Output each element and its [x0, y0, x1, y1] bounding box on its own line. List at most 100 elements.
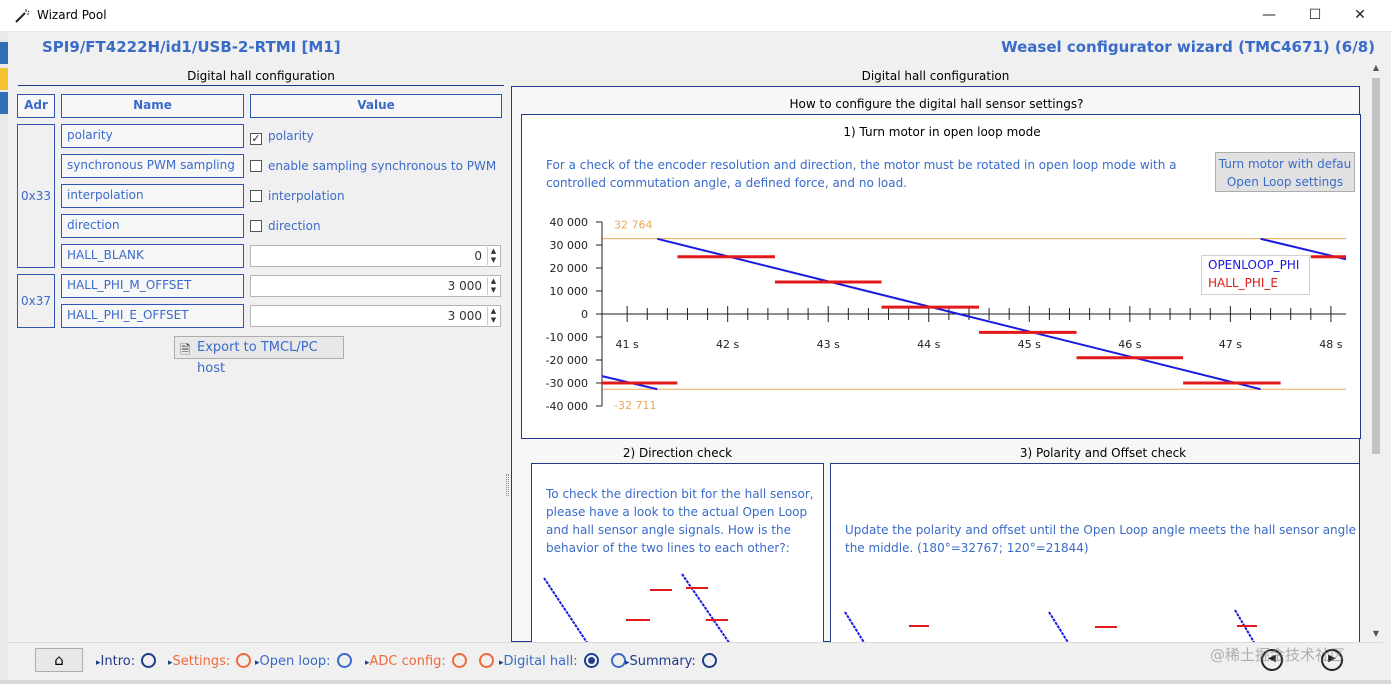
step2-title: 2) Direction check — [622, 446, 733, 460]
step-radio[interactable] — [336, 653, 352, 668]
hall-blank-spinbox[interactable]: 0 ▲ ▼ — [250, 245, 501, 267]
step-arrow-icon: ▸ — [255, 658, 260, 668]
step-radio[interactable] — [478, 653, 494, 668]
scroll-down-icon[interactable]: ▼ — [1372, 629, 1380, 638]
step3-text: Update the polarity and offset until the… — [845, 523, 1356, 555]
preview-openloop-line — [844, 611, 866, 645]
polarity-preview-plot — [844, 609, 1257, 645]
splitter-handle[interactable] — [506, 474, 509, 496]
param-name-hall-phi-m-offset: HALL_PHI_M_OFFSET — [61, 274, 244, 298]
openloop-phi-segment — [657, 237, 1261, 391]
step-arrow-icon: ▸ — [625, 658, 630, 668]
home-button[interactable]: ⌂ — [35, 648, 83, 672]
legend-openloop-phi: OPENLOOP_PHI — [1208, 258, 1300, 272]
wizard-step[interactable]: ▸Digital hall: — [499, 653, 626, 671]
preview-openloop-line — [1048, 611, 1070, 645]
y-tick-label: 0 — [581, 308, 588, 321]
wizard-footer: ⌂ ▸Intro: ▸Settings: ▸Open loop: ▸ADC confi… — [8, 642, 1383, 680]
step-radio[interactable] — [141, 653, 157, 668]
watermark: @稀土掘金技术社区 — [1210, 646, 1346, 664]
param-name-interpolation: interpolation — [61, 184, 244, 208]
help-subtitle: How to configure the digital hall sensor… — [789, 97, 1084, 111]
step2-text: To check the direction bit for the hall … — [546, 487, 814, 555]
direction-checkbox[interactable]: direction — [250, 216, 321, 236]
spinbox-value: 0 — [474, 249, 482, 263]
wizard-step[interactable]: ▸Summary: — [625, 653, 717, 671]
export-icon: 🗎 — [180, 343, 191, 358]
preview-openloop-line — [543, 577, 589, 645]
x-tick-label: 41 s — [616, 338, 639, 351]
wizard-step-label: Intro: — [100, 654, 136, 669]
step-radio[interactable] — [701, 653, 717, 668]
step3-title: 3) Polarity and Offset check — [1019, 446, 1187, 460]
wizard-step-title: Weasel configurator wizard (TMC4671) (6/… — [1001, 38, 1375, 56]
spin-arrows-icon[interactable]: ▲ ▼ — [487, 277, 499, 295]
wizard-step[interactable]: ▸ADC config: — [365, 653, 494, 671]
previous-step-button[interactable]: ◀ — [1261, 649, 1283, 671]
step-arrow-icon: ▸ — [168, 658, 173, 668]
wizard-step-label: Summary: — [629, 654, 696, 669]
column-header-name: Name — [61, 94, 244, 118]
minimize-button[interactable]: — — [1262, 7, 1276, 23]
sync-pwm-checkbox[interactable]: enable sampling synchronous to PWM — [250, 156, 496, 176]
chart-legend: OPENLOOP_PHI HALL_PHI_E — [1201, 255, 1310, 295]
window-title: Wizard Pool — [37, 8, 107, 22]
preview-openloop-line — [681, 573, 731, 645]
background-window-edge — [0, 680, 1391, 684]
x-tick-label: 43 s — [817, 338, 840, 351]
step-radio[interactable] — [451, 653, 467, 668]
param-name-hall-blank: HALL_BLANK — [61, 244, 244, 268]
y-tick-label: 20 000 — [550, 262, 589, 275]
checkbox-unchecked-icon — [250, 160, 262, 172]
step-radio[interactable] — [610, 653, 626, 668]
export-button-label: Export to TMCL/PC host — [197, 340, 318, 376]
y-tick-label: -20 000 — [546, 354, 588, 367]
openloop-hall-chart: 32 764 -32 711 40 000 30 000 20 000 10 000 0 -1… — [546, 216, 1347, 413]
x-tick-label: 42 s — [716, 338, 739, 351]
polarity-checkbox[interactable]: ✓ polarity — [250, 126, 314, 146]
background-app-strip — [0, 32, 8, 684]
hall-phi-m-offset-spinbox[interactable]: 3 000 ▲ ▼ — [250, 275, 501, 297]
x-tick-label: 45 s — [1018, 338, 1041, 351]
maximize-button[interactable]: ☐ — [1308, 7, 1322, 23]
vertical-scrollbar[interactable]: ▲ ▼ — [1369, 60, 1383, 642]
turn-motor-button-line2: Open Loop settings — [1226, 175, 1344, 189]
step-arrow-icon: ▸ — [96, 658, 101, 668]
turn-motor-button[interactable]: Turn motor with defau Open Loop settings — [1215, 152, 1355, 192]
hall-phi-e-offset-spinbox[interactable]: 3 000 ▲ ▼ — [250, 305, 501, 327]
next-icon: ▶ — [1328, 653, 1336, 664]
address-cell: 0x33 — [17, 124, 55, 268]
checkbox-checked-icon: ✓ — [250, 132, 262, 145]
step-radio[interactable] — [236, 653, 252, 668]
wizard-step[interactable]: ▸Open loop: — [255, 653, 352, 671]
spin-arrows-icon[interactable]: ▲ ▼ — [487, 247, 499, 265]
scroll-up-icon[interactable]: ▲ — [1372, 63, 1380, 72]
device-label: SPI9/FT4222H/id1/USB-2-RTMI [M1] — [42, 38, 341, 56]
export-to-tmcl-button[interactable]: 🗎 Export to TMCL/PC host — [174, 336, 344, 376]
title-bar: Wizard Pool — ☐ ✕ — [0, 0, 1391, 32]
checkbox-unchecked-icon — [250, 190, 262, 202]
interpolation-checkbox[interactable]: interpolation — [250, 186, 345, 206]
wizard-step[interactable]: ▸Settings: — [168, 653, 252, 671]
x-tick-label: 46 s — [1118, 338, 1141, 351]
strip-block — [0, 42, 8, 64]
close-button[interactable]: ✕ — [1354, 7, 1366, 23]
step-radio-selected[interactable] — [583, 653, 599, 668]
y-tick-label: 10 000 — [550, 285, 589, 298]
turn-motor-button-line1: Turn motor with defau — [1218, 157, 1352, 171]
step3-box: Update the polarity and offset until the… — [830, 463, 1360, 648]
previous-icon: ◀ — [1268, 653, 1276, 664]
y-tick-label: 30 000 — [550, 239, 589, 252]
scrollbar-thumb[interactable] — [1372, 78, 1380, 454]
step1-text: For a check of the encoder resolution an… — [546, 158, 1177, 190]
checkbox-label: polarity — [268, 129, 314, 143]
next-step-button[interactable]: ▶ — [1321, 649, 1343, 671]
y-tick-label: 40 000 — [550, 216, 589, 229]
step-arrow-icon: ▸ — [365, 658, 370, 668]
strip-block — [0, 92, 8, 114]
spin-arrows-icon[interactable]: ▲ ▼ — [487, 307, 499, 325]
y-tick-label: -10 000 — [546, 331, 588, 344]
reference-label: -32 711 — [614, 399, 656, 412]
wizard-step[interactable]: ▸Intro: — [96, 653, 157, 671]
